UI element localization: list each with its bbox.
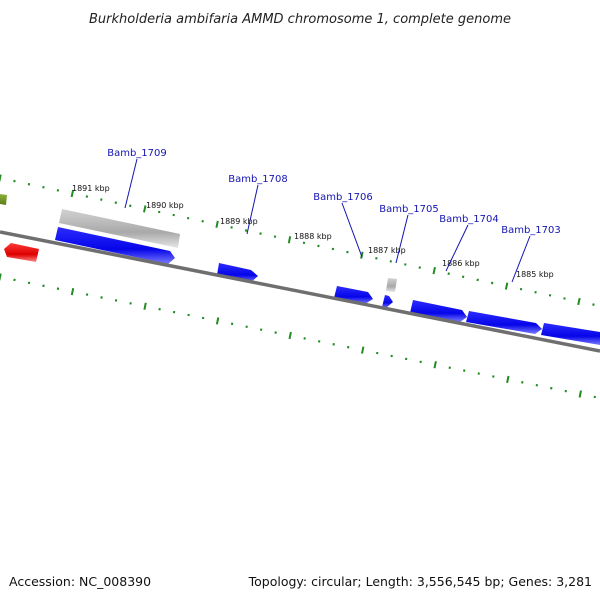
- minor-tick: [476, 278, 479, 282]
- gene-bamb-1705[interactable]: [382, 295, 393, 308]
- minor-tick: [534, 290, 537, 294]
- gene-leader-line: [341, 202, 363, 258]
- gene-leader-lines: [124, 158, 531, 283]
- major-tick: [578, 390, 582, 398]
- minor-tick: [303, 337, 306, 340]
- inner-tick-ring: [0, 273, 596, 399]
- major-tick: [361, 346, 365, 354]
- major-tick: [287, 236, 292, 244]
- minor-tick: [259, 232, 262, 235]
- minor-tick: [13, 179, 16, 183]
- reverse-strand-features: [4, 243, 39, 262]
- scale-label: 1887 kbp: [368, 246, 406, 255]
- major-tick: [577, 297, 581, 306]
- gene-label-bamb-1708[interactable]: Bamb_1708: [228, 174, 288, 185]
- major-tick: [143, 302, 147, 310]
- gene-bamb-1703[interactable]: [466, 311, 542, 334]
- major-tick: [70, 288, 75, 296]
- major-tick: [0, 174, 2, 182]
- major-tick: [288, 331, 292, 340]
- pseudogene-bamb-1709[interactable]: [59, 209, 180, 248]
- gene-label-bamb-1703[interactable]: Bamb_1703: [501, 225, 561, 236]
- minor-tick: [129, 204, 132, 208]
- minor-tick: [448, 366, 451, 370]
- gene-bamb-1704[interactable]: [410, 300, 467, 322]
- major-tick: [70, 189, 75, 198]
- minor-tick: [245, 325, 248, 329]
- scale-label: 1885 kbp: [516, 270, 554, 279]
- major-tick: [432, 266, 436, 275]
- gene-leader-line: [511, 235, 531, 283]
- accession-text: Accession: NC_008390: [9, 574, 151, 589]
- minor-tick: [259, 328, 263, 331]
- major-tick: [506, 375, 510, 384]
- gene-labels: Bamb_1709 Bamb_1708 Bamb_1706 Bamb_1705 …: [107, 148, 561, 236]
- gene-leader-line: [246, 184, 259, 235]
- minor-tick: [302, 241, 306, 245]
- minor-tick: [519, 287, 523, 291]
- scale-label: 1889 kbp: [220, 217, 258, 226]
- gene-label-bamb-1705[interactable]: Bamb_1705: [379, 204, 439, 215]
- minor-tick: [490, 281, 494, 285]
- minor-tick: [461, 275, 465, 279]
- gene-right-edge[interactable]: [541, 323, 600, 345]
- major-tick: [215, 220, 219, 228]
- minor-tick: [548, 294, 552, 297]
- scale-label: 1891 kbp: [72, 184, 110, 193]
- feature-olive-left[interactable]: [0, 194, 7, 205]
- genome-backbone: [0, 230, 600, 353]
- major-tick: [215, 317, 220, 325]
- scale-labels: 1891 kbp 1890 kbp 1889 kbp 1888 kbp 1887…: [72, 184, 554, 279]
- minor-tick: [85, 293, 89, 296]
- gene-leader-line: [395, 214, 409, 264]
- minor-tick: [201, 219, 204, 223]
- major-tick: [504, 282, 509, 290]
- minor-tick: [375, 256, 378, 260]
- pseudogene-bamb-1705[interactable]: [386, 278, 397, 292]
- gene-reverse-left[interactable]: [4, 243, 39, 262]
- minor-tick: [317, 244, 320, 248]
- gene-bamb-1709[interactable]: [55, 227, 175, 264]
- minor-tick: [477, 372, 480, 375]
- gene-label-bamb-1709[interactable]: Bamb_1709: [107, 148, 167, 159]
- major-tick: [143, 205, 147, 213]
- outer-tick-ring: [0, 174, 595, 306]
- gene-label-bamb-1704[interactable]: Bamb_1704: [439, 214, 499, 225]
- minor-tick: [27, 182, 31, 186]
- minor-tick: [274, 331, 277, 334]
- minor-tick: [244, 229, 248, 232]
- minor-tick: [114, 299, 118, 302]
- genome-summary-text: Topology: circular; Length: 3,556,545 bp…: [248, 574, 592, 589]
- gene-leader-line: [445, 224, 469, 272]
- gene-label-bamb-1706[interactable]: Bamb_1706: [313, 192, 373, 203]
- scale-label: 1888 kbp: [294, 232, 332, 241]
- minor-tick: [418, 266, 421, 269]
- minor-tick: [85, 195, 89, 198]
- major-tick: [0, 273, 2, 281]
- scale-label: 1886 kbp: [442, 259, 480, 268]
- minor-tick: [592, 303, 595, 306]
- gene-leader-line: [124, 158, 138, 209]
- gene-bamb-1708[interactable]: [217, 263, 258, 283]
- minor-tick: [100, 296, 103, 299]
- scale-label: 1890 kbp: [146, 201, 184, 210]
- minor-tick: [42, 185, 45, 189]
- minor-tick: [463, 369, 466, 372]
- major-tick: [433, 361, 437, 369]
- map-title: Burkholderia ambifaria AMMD chromosome 1…: [89, 12, 511, 27]
- minor-tick: [186, 216, 190, 220]
- forward-strand-features: [0, 194, 600, 345]
